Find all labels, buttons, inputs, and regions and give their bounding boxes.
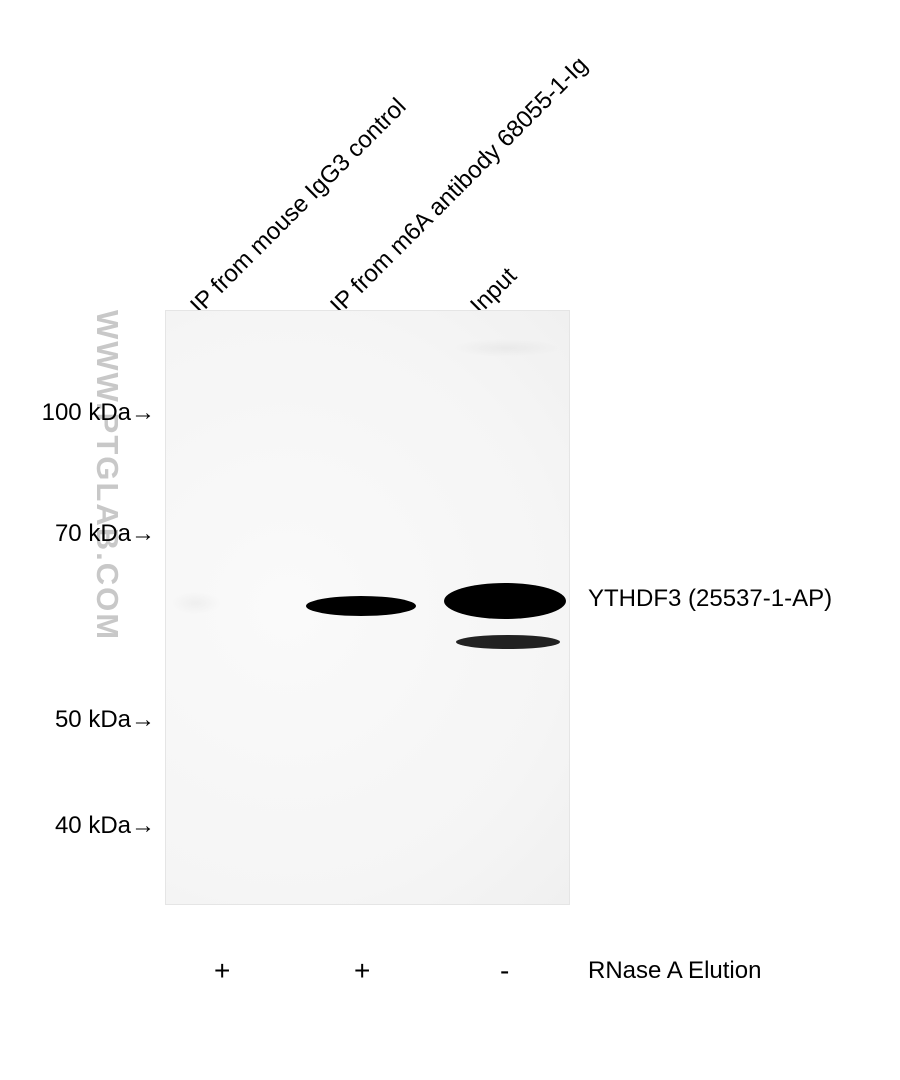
faint-mark: [171, 591, 221, 615]
elution-row: + + - RNase A Elution: [10, 955, 890, 995]
lane-labels-group: IP from mouse IgG3 control IP from m6A a…: [10, 20, 890, 310]
faint-mark: [451, 339, 561, 357]
target-protein-label: YTHDF3 (25537-1-AP): [588, 585, 832, 613]
band-lane2-main: [306, 596, 416, 616]
mw-marker-group: 100 kDa→ 70 kDa→ 50 kDa→ 40 kDa→: [10, 310, 165, 905]
mw-label-40: 40 kDa→: [55, 812, 155, 840]
band-lane3-secondary: [456, 635, 560, 649]
mw-label-100: 100 kDa→: [42, 399, 155, 427]
mw-label-70: 70 kDa→: [55, 520, 155, 548]
elution-mark-2: +: [354, 955, 370, 987]
elution-mark-3: -: [500, 955, 509, 987]
blot-membrane: [165, 310, 570, 905]
band-lane3-main: [444, 583, 566, 619]
blot-figure: IP from mouse IgG3 control IP from m6A a…: [10, 20, 890, 1060]
elution-row-label: RNase A Elution: [588, 957, 761, 985]
lane-label-2: IP from m6A antibody 68055-1-Ig: [325, 51, 594, 320]
elution-mark-1: +: [214, 955, 230, 987]
mw-label-50: 50 kDa→: [55, 706, 155, 734]
